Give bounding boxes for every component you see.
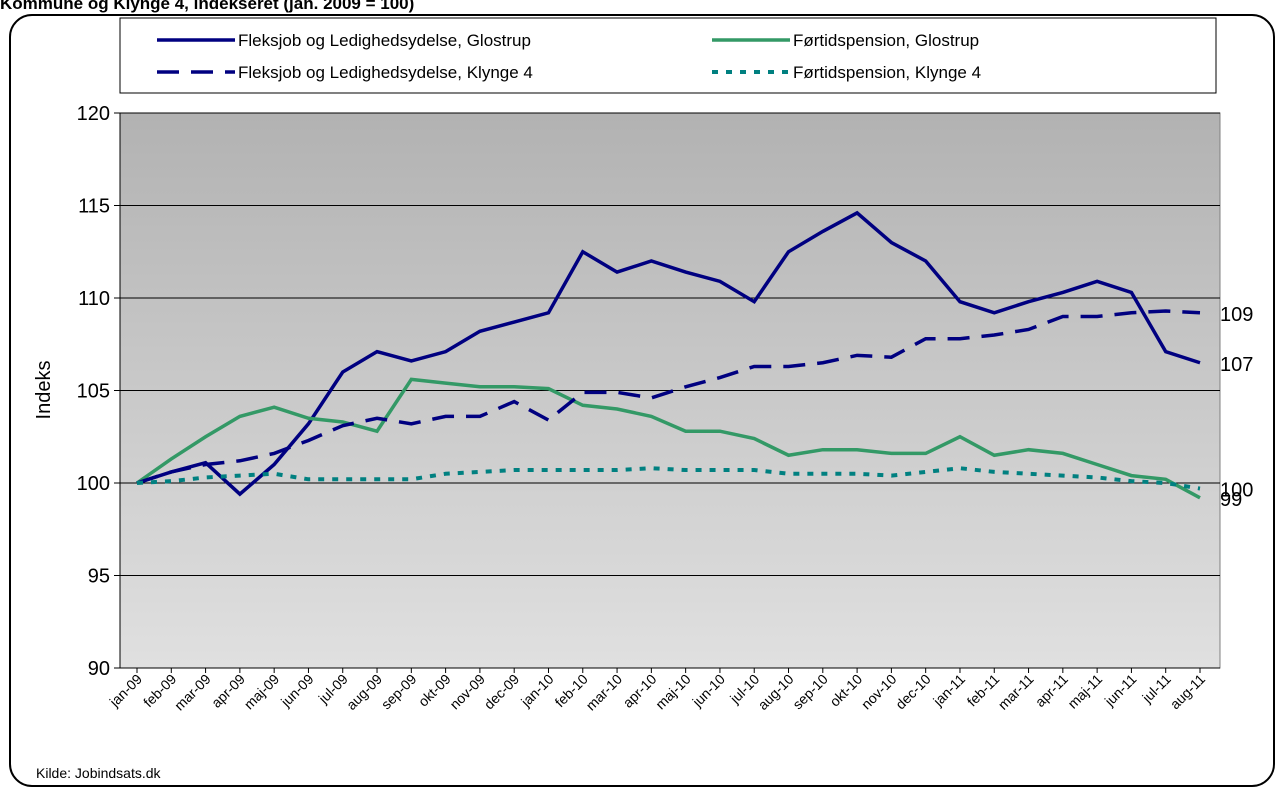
y-tick-label: 110 <box>78 288 110 310</box>
chart-title: Kommune og Klynge 4, indekseret (jan. 20… <box>0 0 414 13</box>
data-label: 99 <box>1220 489 1242 511</box>
y-tick-label: 95 <box>88 566 110 588</box>
data-label: 109 <box>1220 304 1253 326</box>
legend-label: Førtidspension, Klynge 4 <box>793 63 981 82</box>
series-line <box>136 309 1201 485</box>
source: Kilde: Jobindsats.dk <box>36 765 162 781</box>
legend-label: Fleksjob og Ledighedsydelse, Glostrup <box>238 31 531 50</box>
y-tick-label: 120 <box>77 103 110 125</box>
y-tick-label: 115 <box>78 196 110 218</box>
legend-box <box>119 17 1217 94</box>
y-tick-label: 90 <box>88 658 110 680</box>
series-line <box>136 466 1201 491</box>
series-line <box>135 377 1201 500</box>
y-tick-label: 100 <box>77 473 110 495</box>
data-label: 107 <box>1220 354 1253 376</box>
legend-label: Fleksjob og Ledighedsydelse, Klynge 4 <box>238 63 533 82</box>
data-label: 100 <box>1220 480 1253 502</box>
legend-label: Førtidspension, Glostrup <box>793 31 979 50</box>
y-tick-label: 105 <box>77 381 110 403</box>
y-axis-label: Indeks <box>33 361 55 420</box>
series-line <box>136 210 1201 497</box>
